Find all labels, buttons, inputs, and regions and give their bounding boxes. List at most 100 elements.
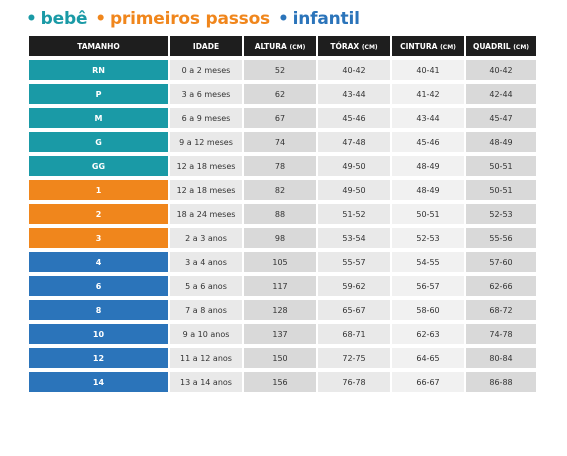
torax-cell: 76-78: [318, 372, 390, 392]
quadril-cell: 52-53: [466, 204, 536, 224]
size-cell: 10: [29, 324, 168, 344]
altura-cell: 62: [244, 84, 316, 104]
bullet-icon: •: [26, 9, 37, 29]
idade-cell: 12 a 18 meses: [170, 156, 242, 176]
idade-cell: 18 a 24 meses: [170, 204, 242, 224]
quadril-cell: 57-60: [466, 252, 536, 272]
torax-cell: 68-71: [318, 324, 390, 344]
size-cell: M: [29, 108, 168, 128]
quadril-cell: 42-44: [466, 84, 536, 104]
idade-cell: 3 a 4 anos: [170, 252, 242, 272]
table-row: 2 18 a 24 meses 88 51-52 50-51 52-53: [29, 204, 536, 224]
idade-cell: 12 a 18 meses: [170, 180, 242, 200]
cintura-cell: 50-51: [392, 204, 464, 224]
altura-cell: 105: [244, 252, 316, 272]
cintura-cell: 48-49: [392, 156, 464, 176]
quadril-cell: 45-47: [466, 108, 536, 128]
quadril-cell: 68-72: [466, 300, 536, 320]
altura-cell: 98: [244, 228, 316, 248]
table-row: 12 11 a 12 anos 150 72-75 64-65 80-84: [29, 348, 536, 368]
quadril-cell: 40-42: [466, 60, 536, 80]
torax-cell: 49-50: [318, 180, 390, 200]
legend-item-infantil: • infantil: [278, 9, 360, 29]
idade-cell: 5 a 6 anos: [170, 276, 242, 296]
idade-cell: 13 a 14 anos: [170, 372, 242, 392]
header-altura: ALTURA (CM): [244, 36, 316, 56]
quadril-cell: 80-84: [466, 348, 536, 368]
table-row: 14 13 a 14 anos 156 76-78 66-67 86-88: [29, 372, 536, 392]
cintura-cell: 52-53: [392, 228, 464, 248]
size-cell: 12: [29, 348, 168, 368]
size-cell: RN: [29, 60, 168, 80]
size-cell: 1: [29, 180, 168, 200]
torax-cell: 53-54: [318, 228, 390, 248]
size-cell: 4: [29, 252, 168, 272]
cintura-cell: 56-57: [392, 276, 464, 296]
legend-item-bebe: • bebê: [26, 9, 87, 29]
header-quadril: QUADRIL (CM): [466, 36, 536, 56]
altura-cell: 88: [244, 204, 316, 224]
quadril-cell: 74-78: [466, 324, 536, 344]
size-cell: G: [29, 132, 168, 152]
legend-item-primeiros-passos: • primeiros passos: [95, 9, 270, 29]
idade-cell: 11 a 12 anos: [170, 348, 242, 368]
cintura-cell: 62-63: [392, 324, 464, 344]
altura-cell: 78: [244, 156, 316, 176]
size-cell: 3: [29, 228, 168, 248]
altura-cell: 137: [244, 324, 316, 344]
legend-label: infantil: [292, 9, 360, 29]
quadril-cell: 48-49: [466, 132, 536, 152]
altura-cell: 128: [244, 300, 316, 320]
legend-label: bebê: [40, 9, 88, 29]
cintura-cell: 66-67: [392, 372, 464, 392]
size-cell: 14: [29, 372, 168, 392]
header-cintura: CINTURA (CM): [392, 36, 464, 56]
size-legend: • bebê • primeiros passos • infantil: [26, 6, 368, 32]
quadril-cell: 55-56: [466, 228, 536, 248]
altura-cell: 156: [244, 372, 316, 392]
altura-cell: 150: [244, 348, 316, 368]
cintura-cell: 64-65: [392, 348, 464, 368]
cintura-cell: 43-44: [392, 108, 464, 128]
bullet-icon: •: [277, 9, 289, 29]
torax-cell: 65-67: [318, 300, 390, 320]
bullet-icon: •: [95, 9, 106, 29]
altura-cell: 82: [244, 180, 316, 200]
cintura-cell: 54-55: [392, 252, 464, 272]
legend-label: primeiros passos: [109, 9, 270, 29]
torax-cell: 40-42: [318, 60, 390, 80]
header-row: TAMANHO IDADE ALTURA (CM) TÓRAX (CM) CIN…: [29, 36, 536, 56]
idade-cell: 6 a 9 meses: [170, 108, 242, 128]
torax-cell: 47-48: [318, 132, 390, 152]
idade-cell: 9 a 12 meses: [170, 132, 242, 152]
torax-cell: 72-75: [318, 348, 390, 368]
cintura-cell: 40-41: [392, 60, 464, 80]
cintura-cell: 41-42: [392, 84, 464, 104]
quadril-cell: 50-51: [466, 156, 536, 176]
cintura-cell: 58-60: [392, 300, 464, 320]
cintura-cell: 45-46: [392, 132, 464, 152]
quadril-cell: 50-51: [466, 180, 536, 200]
size-cell: GG: [29, 156, 168, 176]
idade-cell: 3 a 6 meses: [170, 84, 242, 104]
torax-cell: 55-57: [318, 252, 390, 272]
size-cell: P: [29, 84, 168, 104]
torax-cell: 43-44: [318, 84, 390, 104]
altura-cell: 67: [244, 108, 316, 128]
altura-cell: 52: [244, 60, 316, 80]
altura-cell: 74: [244, 132, 316, 152]
quadril-cell: 62-66: [466, 276, 536, 296]
torax-cell: 51-52: [318, 204, 390, 224]
table-row: 10 9 a 10 anos 137 68-71 62-63 74-78: [29, 324, 536, 344]
header-tamanho: TAMANHO: [29, 36, 168, 56]
size-cell: 2: [29, 204, 168, 224]
torax-cell: 59-62: [318, 276, 390, 296]
size-chart-table: TAMANHO IDADE ALTURA (CM) TÓRAX (CM) CIN…: [27, 32, 538, 396]
table-row: GG 12 a 18 meses 78 49-50 48-49 50-51: [29, 156, 536, 176]
idade-cell: 2 a 3 anos: [170, 228, 242, 248]
cintura-cell: 48-49: [392, 180, 464, 200]
